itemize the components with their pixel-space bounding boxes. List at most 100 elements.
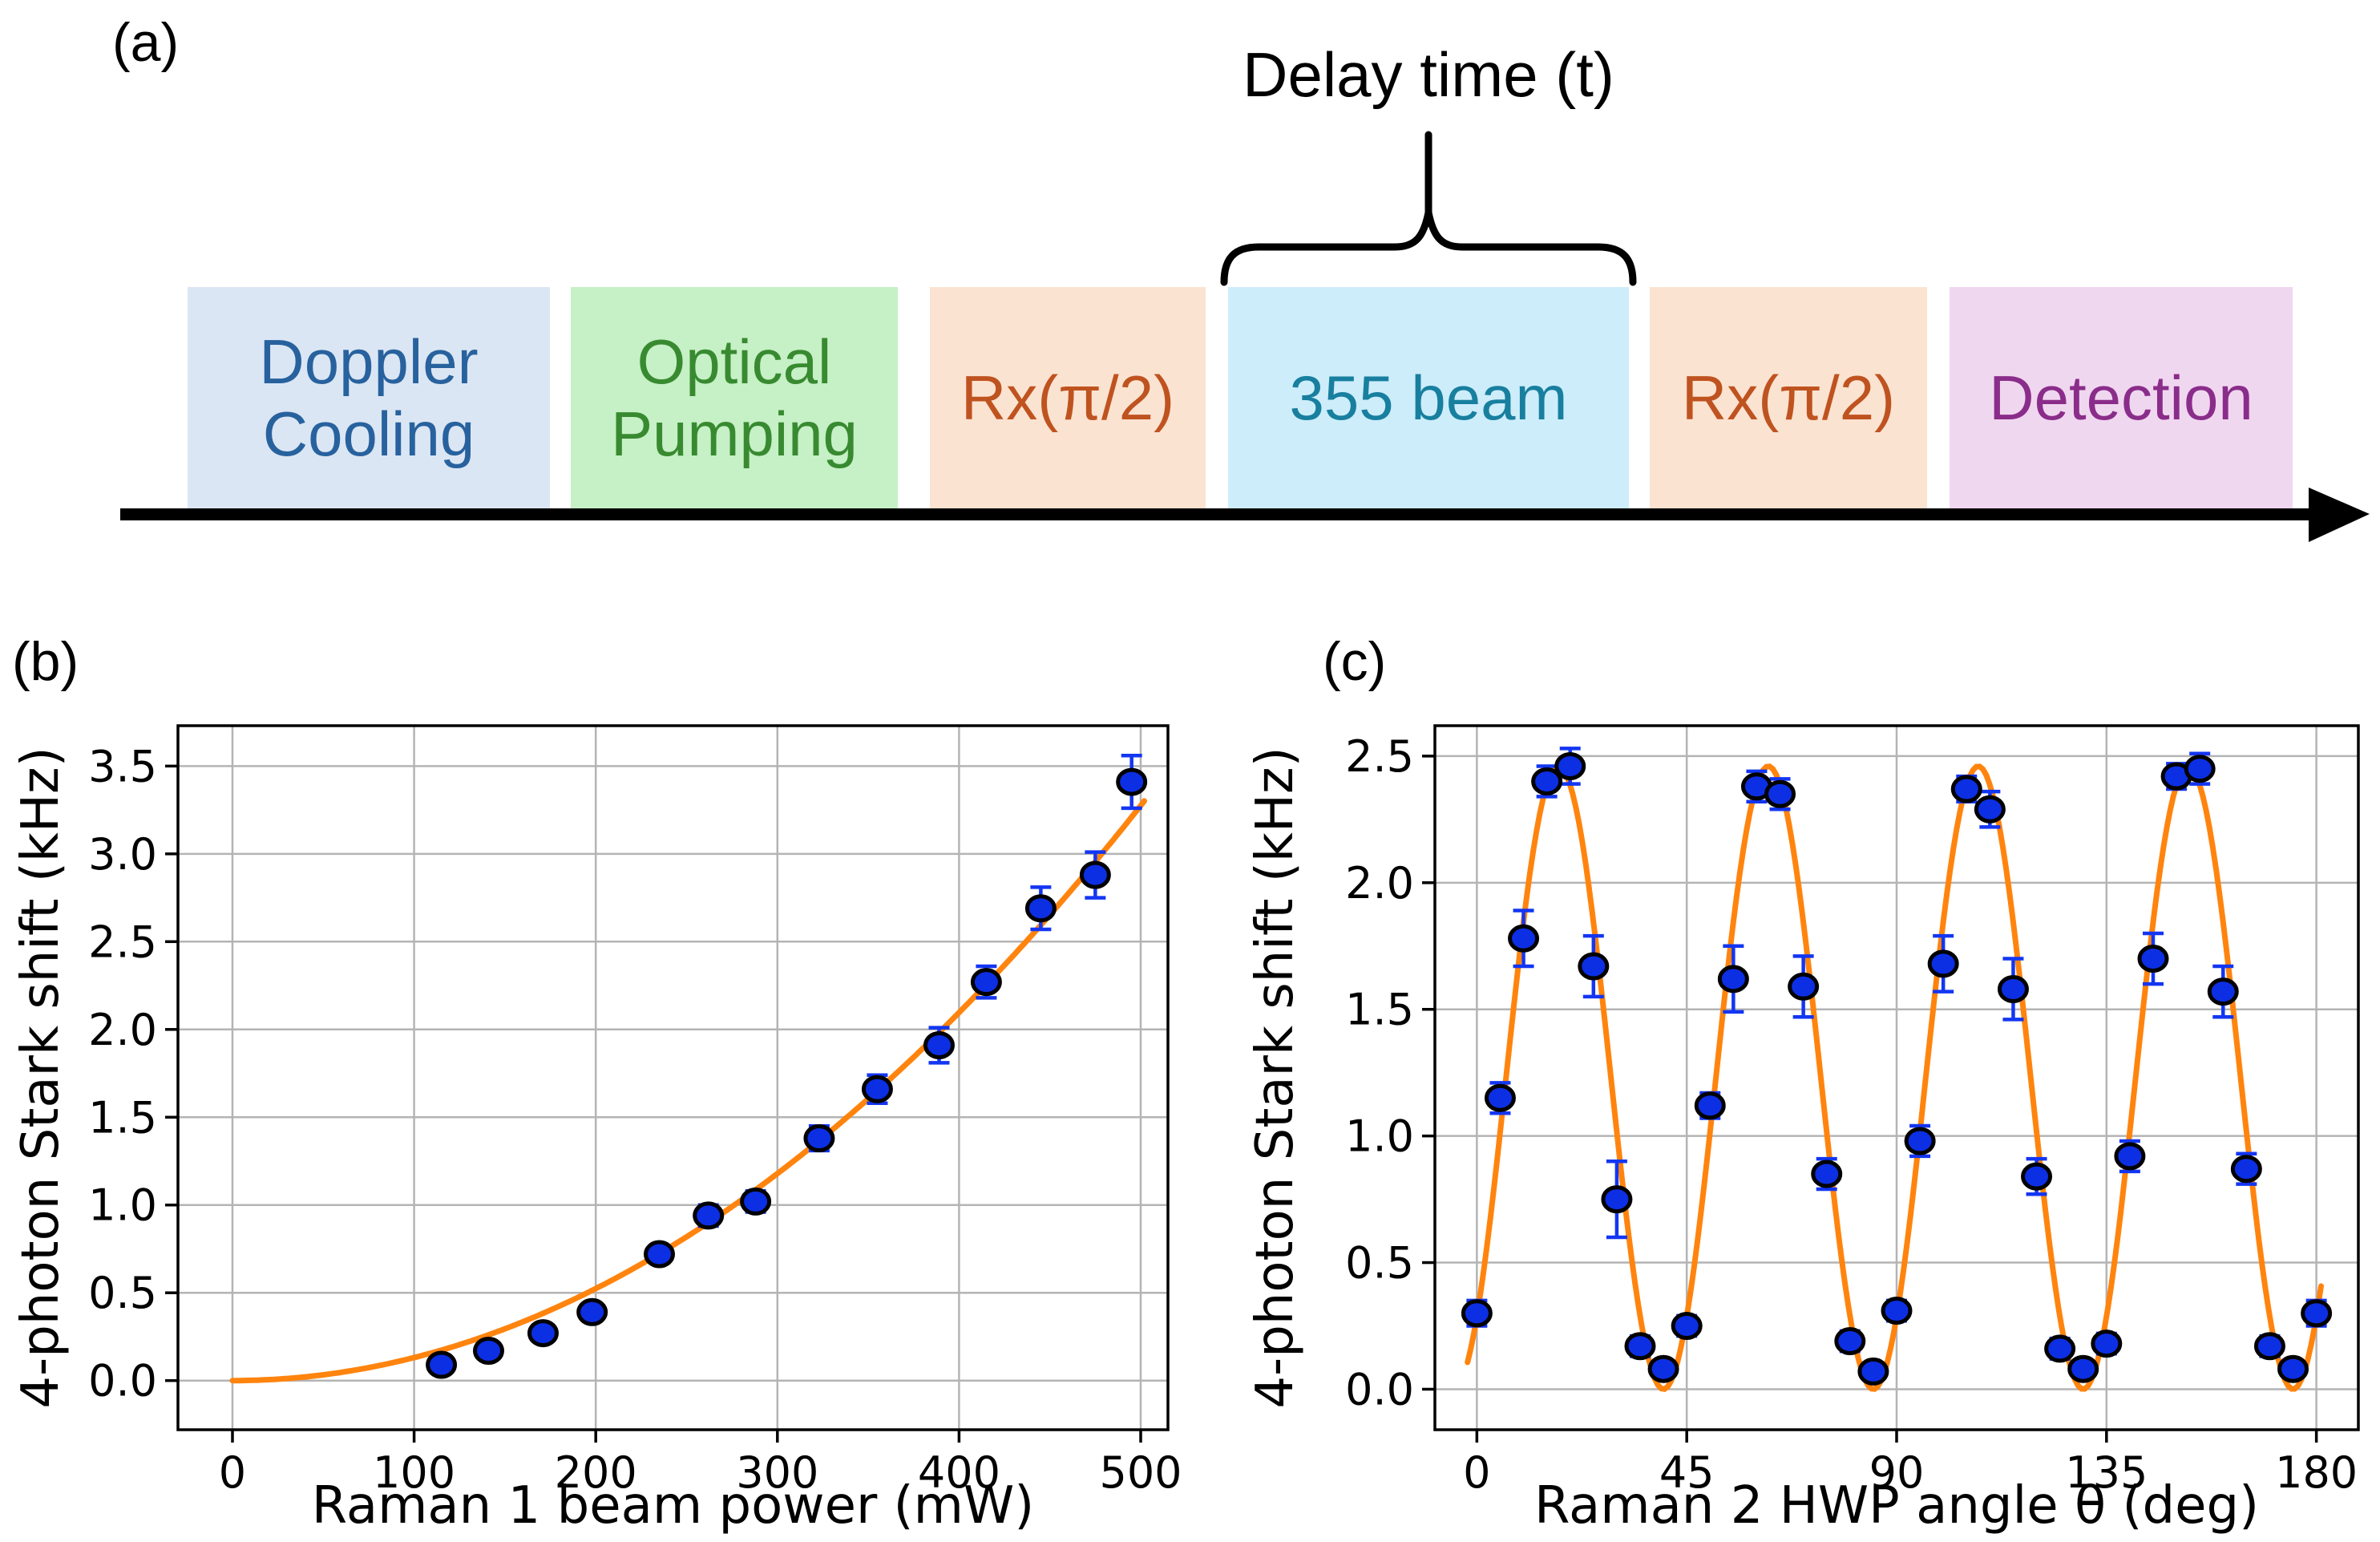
- data-point: [693, 1201, 725, 1230]
- data-point: [1578, 952, 1610, 981]
- x-tick-label: 90: [1869, 1447, 1925, 1498]
- sequence-block-label: Rx(π/2): [1681, 362, 1896, 433]
- data-point: [2230, 1155, 2262, 1184]
- timeline-arrow: [120, 488, 2370, 542]
- timeline-bar: [120, 508, 2318, 520]
- y-tick-label: 3.0: [88, 829, 157, 880]
- y-tick-label: 0.0: [1345, 1364, 1414, 1415]
- data-point: [426, 1350, 458, 1379]
- sequence-block-detection: Detection: [1950, 287, 2293, 508]
- data-point: [1484, 1083, 1516, 1112]
- sequence-block-beam-355: 355 beam: [1228, 287, 1629, 508]
- data-point: [1881, 1297, 1913, 1325]
- data-point: [2301, 1299, 2333, 1328]
- x-tick-label: 300: [736, 1447, 818, 1498]
- data-point: [1834, 1326, 1866, 1355]
- data-point: [2067, 1354, 2099, 1383]
- data-point: [1811, 1160, 1843, 1188]
- data-point: [1116, 767, 1148, 796]
- data-point: [1647, 1354, 1679, 1383]
- y-tick-label: 0.0: [88, 1356, 157, 1406]
- x-tick-label: 400: [918, 1447, 1000, 1498]
- y-tick-label: 1.0: [88, 1180, 157, 1231]
- data-point: [1531, 767, 1563, 795]
- y-tick-label: 2.5: [88, 917, 157, 967]
- x-axis-label: Raman 2 HWP angle θ (deg): [1534, 1476, 2259, 1536]
- timeline-arrowhead-icon: [2309, 488, 2370, 542]
- x-tick-label: 100: [373, 1447, 455, 1498]
- data-point: [1671, 1312, 1703, 1341]
- data-point: [1974, 795, 2006, 824]
- y-tick-label: 1.0: [1345, 1111, 1414, 1162]
- data-point: [576, 1297, 608, 1326]
- data-point: [1950, 775, 1982, 803]
- data-point: [2207, 977, 2239, 1006]
- sequence-block-rx-pulse-2: Rx(π/2): [1650, 287, 1927, 508]
- sequence-block-optical-pumping: Optical Pumping: [571, 287, 898, 508]
- data-point: [472, 1336, 504, 1365]
- y-tick-label: 1.5: [88, 1092, 157, 1143]
- sequence-block-label: 355 beam: [1289, 362, 1568, 433]
- data-point: [1788, 972, 1820, 1001]
- y-tick-label: 2.0: [1345, 858, 1414, 909]
- data-point: [1997, 974, 2029, 1003]
- y-tick-label: 0.5: [1345, 1238, 1414, 1289]
- x-tick-label: 200: [555, 1447, 637, 1498]
- x-tick-label: 45: [1659, 1447, 1715, 1498]
- sequence-block-label: Optical Pumping: [611, 326, 858, 469]
- data-point: [527, 1319, 559, 1348]
- data-point: [2184, 755, 2216, 783]
- delay-brace: [1220, 131, 1637, 286]
- data-point: [1624, 1332, 1656, 1361]
- data-point: [1764, 779, 1796, 808]
- data-point: [2253, 1332, 2285, 1361]
- sequence-block-label: Detection: [1989, 362, 2253, 433]
- fit-curve: [1465, 763, 2324, 1393]
- x-tick-label: 180: [2275, 1447, 2358, 1498]
- data-point: [923, 1030, 955, 1059]
- data-point: [1461, 1299, 1493, 1328]
- y-tick-label: 2.5: [1345, 731, 1414, 782]
- data-point: [2021, 1162, 2053, 1191]
- data-point: [644, 1240, 676, 1269]
- data-point: [1024, 894, 1057, 923]
- x-axis-label: Raman 1 beam power (mW): [312, 1476, 1034, 1536]
- data-point: [2044, 1334, 2076, 1363]
- sequence-block-label: Doppler Cooling: [259, 326, 479, 469]
- x-tick-label: 135: [2065, 1447, 2148, 1498]
- y-tick-label: 0.5: [88, 1268, 157, 1318]
- y-tick-label: 3.5: [88, 741, 157, 791]
- data-point: [803, 1124, 835, 1153]
- x-tick-label: 500: [1099, 1447, 1182, 1498]
- data-point: [1857, 1357, 1889, 1386]
- data-point: [2277, 1354, 2309, 1383]
- data-point: [1927, 949, 1959, 978]
- chart-stark-shift-vs-power: 0 100 200 300 400 500 0.0 0.5 1.0 1.5 2.0 2.5 3.0 3.5…: [16, 724, 1182, 1536]
- data-point: [740, 1187, 772, 1216]
- data-point: [1079, 860, 1111, 889]
- y-tick-label: 2.0: [88, 1005, 157, 1055]
- data-point: [2091, 1330, 2123, 1358]
- data-point: [861, 1075, 893, 1103]
- data-point: [2137, 945, 2169, 973]
- delay-time-label: Delay time (t): [1243, 39, 1614, 110]
- x-tick-label: 0: [1463, 1447, 1490, 1498]
- data-point: [1508, 924, 1540, 953]
- chart-stark-shift-vs-hwp-angle: 0 45 90 135 180 0.0 0.5 1.0 1.5 2.0 2.5 Raman 2 HWP…: [1251, 724, 2360, 1536]
- y-axis-label: 4-photon Stark shift (kHz): [16, 747, 71, 1408]
- x-tick-label: 0: [219, 1447, 246, 1498]
- data-point: [1694, 1091, 1726, 1120]
- data-point: [1904, 1127, 1936, 1155]
- data-point: [2114, 1142, 2146, 1171]
- y-tick-label: 1.5: [1345, 985, 1414, 1035]
- axes-spines: [176, 724, 1170, 1431]
- sequence-block-rx-pulse-1: Rx(π/2): [930, 287, 1206, 508]
- sequence-block-doppler-cooling: Doppler Cooling: [188, 287, 550, 508]
- panel-c-label: (c): [1323, 631, 1387, 692]
- data-point: [1601, 1185, 1633, 1214]
- delay-brace-curve: [1220, 212, 1637, 286]
- panel-b-label: (b): [12, 631, 79, 692]
- panel-a-label: (a): [112, 12, 180, 73]
- sequence-block-label: Rx(π/2): [960, 362, 1175, 433]
- data-point: [1554, 752, 1586, 781]
